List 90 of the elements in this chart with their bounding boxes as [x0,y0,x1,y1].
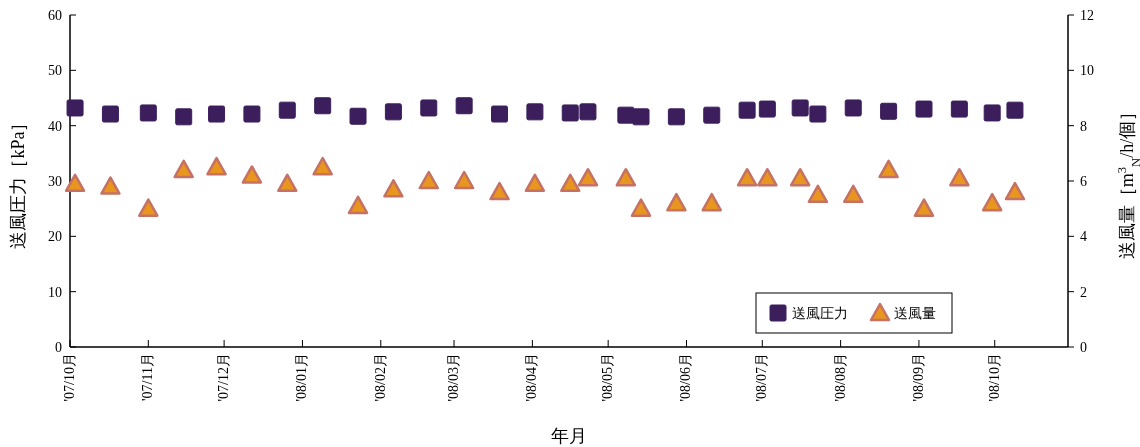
point [277,173,298,193]
y-tick-label: 40 [48,118,62,134]
point [383,179,404,198]
point [139,104,157,122]
point [577,167,599,187]
point [347,195,369,215]
point [175,108,193,126]
y2-tick-label: 6 [1080,174,1087,189]
point [950,100,968,118]
point [64,173,86,193]
point [878,159,899,179]
point [807,184,829,204]
point [455,97,473,115]
x-tick-label: '08/06月 [678,353,694,402]
point [384,103,402,121]
y2-tick-label: 10 [1080,63,1094,79]
y-axis-title: 送風圧力［kPa］ [8,113,28,249]
point [666,192,687,212]
point [736,167,758,187]
legend-label: 送風量 [894,306,936,321]
point [579,103,597,121]
point [418,170,440,190]
point [667,108,685,126]
y2-tick-label: 12 [1080,8,1094,23]
y-tick-label: 0 [55,340,62,355]
point [701,192,722,212]
point [489,181,510,201]
point [314,97,332,115]
x-tick-label: '07/10月 [62,353,77,402]
y-tick-label: 20 [48,229,62,245]
y2-tick-label: 8 [1080,118,1087,134]
point [1006,101,1024,119]
y2-tick-label: 4 [1080,229,1087,245]
point [241,165,263,184]
point [312,156,333,176]
point [208,105,226,123]
x-tick-label: '08/09月 [910,353,926,402]
point [844,99,862,117]
legend-label: 送風圧力 [792,306,848,321]
point [278,101,296,119]
x-tick-label: '07/11月 [140,353,156,401]
point [981,192,1003,212]
x-tick-label: '08/08月 [832,353,848,402]
x-axis-title: 年月 [551,426,587,446]
point [66,99,84,117]
point [453,170,475,190]
point [703,106,721,124]
point [880,102,898,120]
y-tick-label: 50 [48,63,62,79]
x-tick-label: '08/10月 [986,353,1002,402]
point [789,167,811,187]
point [630,198,652,217]
point [632,108,650,126]
point [1004,181,1026,201]
point [101,105,119,123]
y2-tick-label: 0 [1080,340,1087,355]
point [915,100,933,118]
point [791,99,809,117]
y2-tick-label: 2 [1080,284,1087,300]
x-tick-label: '08/02月 [372,353,388,402]
point [983,104,1001,122]
point [524,173,546,193]
x-tick-label: '07/12月 [216,353,232,402]
point [243,105,261,123]
point [615,167,637,187]
x-tick-label: '08/01月 [294,353,310,402]
point [491,105,509,123]
point [349,107,367,125]
point [809,105,827,123]
point [100,176,121,195]
x-tick-label: '08/05月 [600,353,616,402]
point [757,167,778,187]
point [206,156,227,176]
point [913,198,935,217]
y-tick-label: 30 [48,174,62,189]
point [561,104,579,122]
point [949,167,970,187]
x-tick-label: '08/04月 [524,353,540,402]
x-tick-label: '08/03月 [446,353,462,402]
point [842,184,864,204]
point [560,173,581,193]
point [420,99,438,117]
x-tick-label: '08/07月 [754,353,770,402]
y-tick-label: 60 [48,8,62,23]
y-tick-label: 10 [48,284,62,300]
point [758,100,776,118]
point [138,198,159,217]
point [173,159,194,179]
point [738,101,756,119]
point [526,103,544,121]
